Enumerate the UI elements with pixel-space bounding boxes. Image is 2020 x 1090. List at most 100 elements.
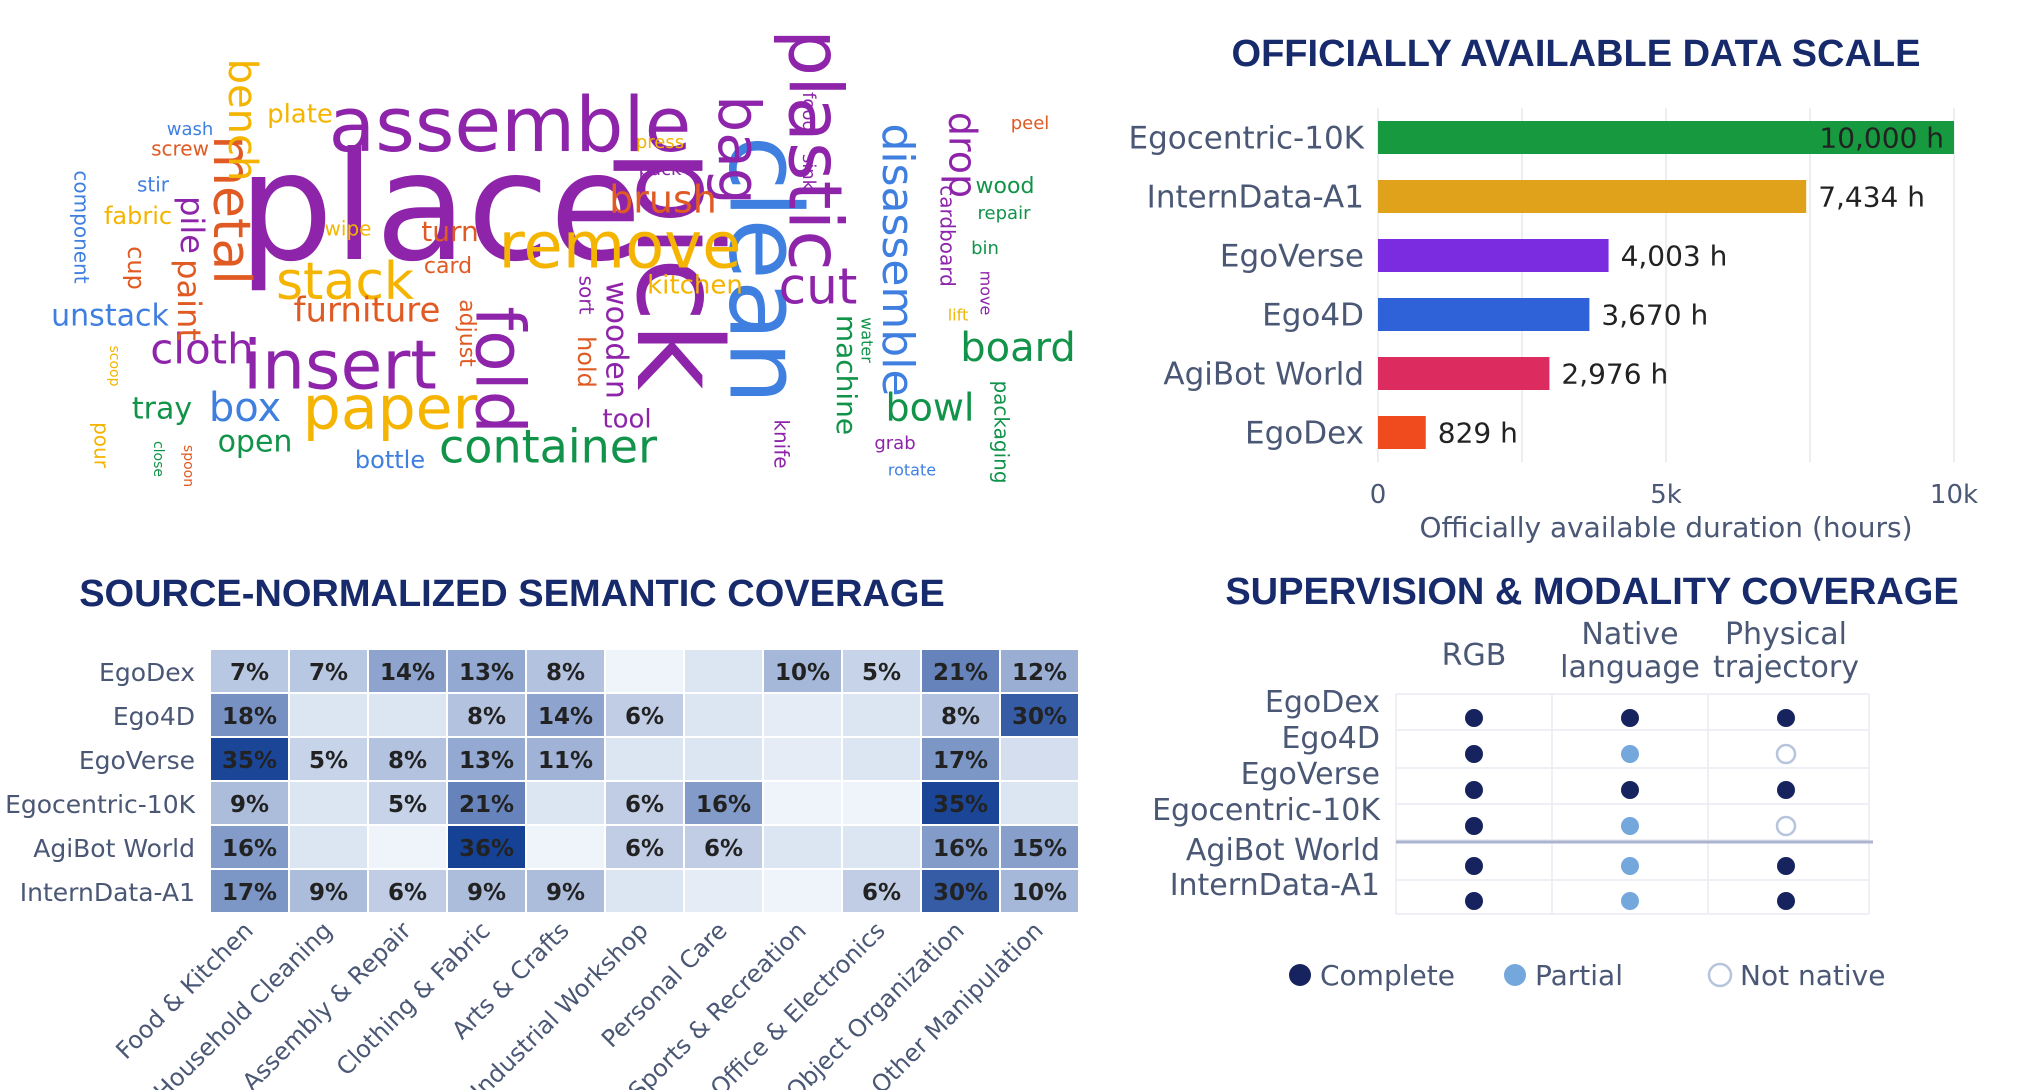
heatmap-cell (211, 782, 288, 824)
word-cup: cup (122, 246, 150, 290)
word-stack: stack (276, 252, 414, 312)
word-screw: screw (151, 137, 209, 161)
heatmap-cell (843, 738, 920, 780)
coverage-marker-complete (1465, 892, 1483, 910)
heatmap-cell (448, 782, 525, 824)
word-wipe: wipe (325, 217, 372, 241)
word-peel: peel (1011, 113, 1050, 134)
heatmap-cell-label: 10% (775, 660, 830, 686)
heatmap-cell-label: 9% (230, 792, 269, 818)
bar-value-label: 10,000 h (1819, 122, 1944, 155)
coverage-col-header: trajectory (1713, 650, 1859, 685)
bar-x-tick-0: 0 (1370, 480, 1387, 510)
word-food: food (798, 92, 819, 132)
heatmap-cell-label: 13% (459, 748, 514, 774)
word-rotate: rotate (888, 461, 936, 480)
heatmap-cell-label: 14% (538, 704, 593, 730)
heatmap-cell (290, 650, 367, 692)
heatmap-cell (369, 650, 446, 692)
heatmap-row-label: EgoDex (99, 658, 195, 687)
heatmap-col-label: Clothing & Fabric (331, 916, 496, 1081)
word-clean: clean (707, 136, 824, 405)
heatmap-cell (764, 782, 841, 824)
word-cardboard: cardboard (936, 185, 960, 287)
word-lift: lift (948, 306, 969, 325)
word-tool: tool (602, 405, 651, 435)
coverage-marker-partial (1621, 817, 1639, 835)
word-packaging: packaging (990, 380, 1014, 483)
heatmap-cell (527, 738, 604, 780)
heatmap-cell (606, 782, 683, 824)
heatmap-cell-label: 6% (704, 836, 743, 862)
word-paint: paint (170, 259, 208, 341)
word-bench: bench (219, 59, 265, 182)
heatmap-cell (290, 738, 367, 780)
coverage-marker-complete (1621, 781, 1639, 799)
bar-egodex (1378, 416, 1426, 449)
bar-x-tick-5k: 5k (1650, 480, 1682, 510)
coverage-row-label: Egocentric-10K (1152, 793, 1381, 828)
heatmap-cell (369, 826, 446, 868)
heatmap-cell-label: 5% (862, 660, 901, 686)
coverage-marker-complete (1465, 745, 1483, 763)
word-pick: pick (610, 150, 748, 391)
heatmap-cell-label: 16% (222, 836, 277, 862)
heatmap-cell (922, 738, 999, 780)
word-bag: bag (705, 95, 773, 204)
word-machine: machine (830, 315, 863, 435)
word-kitchen: kitchen (647, 271, 743, 301)
word-scoop: scoop (106, 345, 122, 386)
word-plate: plate (267, 100, 333, 130)
heatmap-cell (685, 738, 762, 780)
coverage-row-label: EgoVerse (1241, 757, 1380, 792)
word-pile: pile (173, 196, 211, 254)
heatmap-cell (606, 650, 683, 692)
heatmap-cell (1001, 738, 1078, 780)
coverage-marker-complete (1777, 892, 1795, 910)
heatmap-cell (1001, 826, 1078, 868)
word-tray: tray (132, 392, 192, 427)
word-component: component (70, 170, 94, 283)
bar-category-label: AgiBot World (1163, 357, 1364, 393)
word-water: water (858, 317, 877, 363)
heatmap-cell-label: 15% (1012, 836, 1067, 862)
bar-value-label: 7,434 h (1818, 181, 1925, 214)
heatmap-cell (764, 870, 841, 912)
word-grab: grab (874, 433, 915, 454)
heatmap-cell-label: 36% (459, 836, 514, 862)
word-sort: sort (575, 276, 599, 315)
heatmap-cell (211, 870, 288, 912)
heatmap-cell (843, 826, 920, 868)
word-brush: brush (609, 178, 717, 222)
heatmap-cell (527, 694, 604, 736)
heatmap-cell (764, 650, 841, 692)
heatmap: EgoDex 7% 7% 14% 13% 8% 10% 5% 21% 12% Ego4D 18% 8% 1… (5, 650, 1078, 1090)
bar-chart: 0 5k 10k Egocentric-10K 10,000 h InternData-A… (1128, 108, 1978, 510)
heatmap-cell (843, 870, 920, 912)
heatmap-cell (448, 870, 525, 912)
heatmap-cell-label: 11% (538, 748, 593, 774)
word-bin: bin (971, 238, 999, 259)
heatmap-cell (448, 826, 525, 868)
heatmap-cell-label: 5% (309, 748, 348, 774)
word-plastic: plastic (771, 29, 857, 271)
heatmap-cell-label: 7% (309, 660, 348, 686)
heatmap-cell-label: 35% (933, 792, 988, 818)
heatmap-cell (448, 694, 525, 736)
heatmap-cell (527, 826, 604, 868)
bar-value-label: 4,003 h (1621, 240, 1728, 273)
heatmap-cell-label: 10% (1012, 880, 1067, 906)
word-cloth: cloth (150, 325, 254, 374)
heatmap-cell (290, 826, 367, 868)
bar-value-label: 3,670 h (1601, 299, 1708, 332)
coverage-marker-not-native (1775, 743, 1797, 765)
heatmap-cell (290, 694, 367, 736)
heatmap-cell-label: 6% (862, 880, 901, 906)
heatmap-cell-label: 16% (933, 836, 988, 862)
bar-value-label: 2,976 h (1561, 358, 1668, 391)
heatmap-cell (922, 826, 999, 868)
heatmap-cell (448, 650, 525, 692)
heatmap-cell (685, 694, 762, 736)
